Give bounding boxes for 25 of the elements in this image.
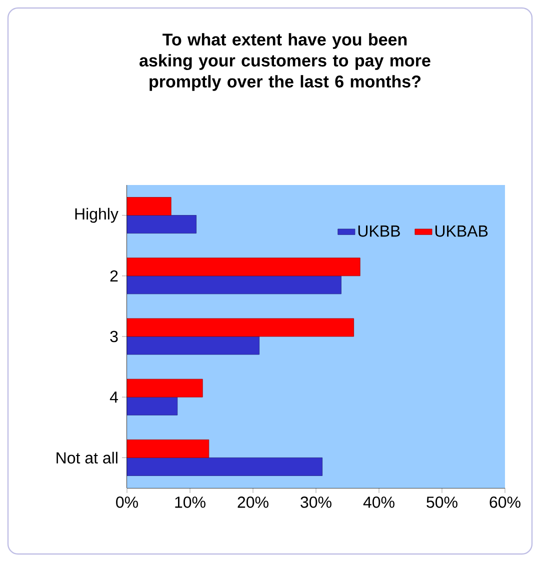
bar	[126, 318, 354, 337]
bar	[126, 197, 172, 216]
bar	[126, 457, 322, 476]
x-tick-label: 50%	[426, 496, 458, 508]
y-tick-label: 3	[110, 330, 118, 342]
bar	[126, 378, 203, 398]
x-tick-label: 0%	[116, 496, 138, 508]
x-tick-label: 30%	[300, 496, 332, 508]
y-tick-label: 2	[110, 270, 118, 282]
bar	[126, 396, 178, 416]
legend-label: UKBB	[358, 226, 400, 237]
x-tick-label: 40%	[363, 496, 394, 508]
x-tick-label: 10%	[175, 496, 206, 508]
y-tick-label: 4	[110, 392, 118, 403]
legend-label: UKBAB	[435, 226, 488, 237]
x-tick-label: 20%	[238, 496, 268, 508]
bar	[126, 276, 342, 294]
chart-title: To what extent have you been asking your customers to pay more promptly over the last 6 months?	[140, 33, 430, 91]
y-tick-label: Highly	[75, 208, 118, 223]
bar	[126, 215, 196, 234]
bar	[126, 336, 260, 355]
bar	[126, 439, 210, 458]
y-tick-label: Not at all	[56, 452, 118, 464]
x-tick-label: 60%	[490, 496, 520, 508]
bar	[126, 258, 360, 276]
